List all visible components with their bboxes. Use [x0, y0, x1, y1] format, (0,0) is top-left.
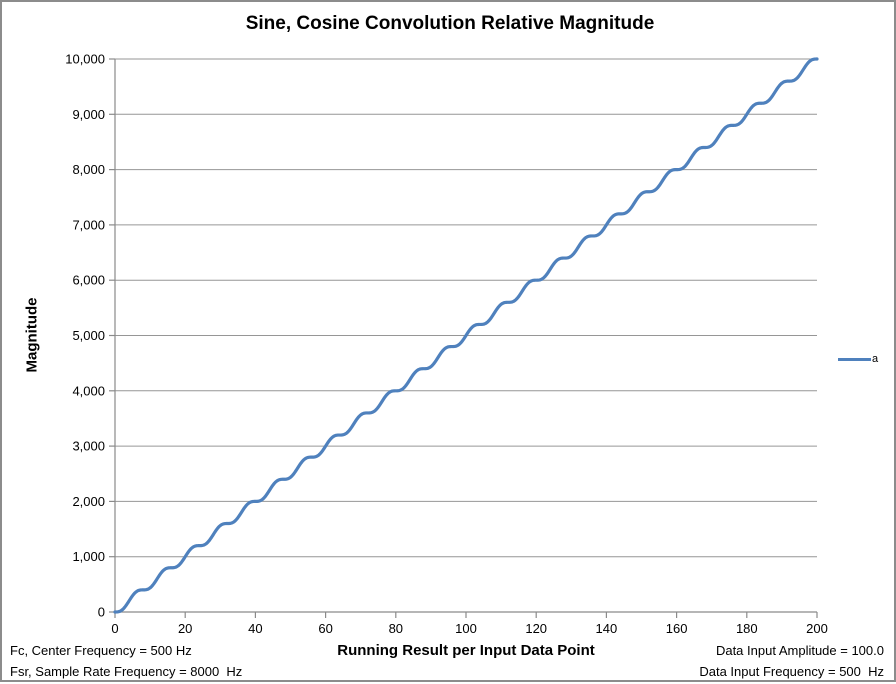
x-tick-label: 0: [111, 621, 118, 636]
chart-title: Sine, Cosine Convolution Relative Magnit…: [245, 13, 655, 34]
y-tick-label: 6,000: [72, 273, 105, 288]
x-tick-label: 100: [455, 621, 477, 636]
annotation-data-input-frequency: Data Input Frequency = 500 Hz: [699, 664, 884, 679]
y-tick-label: 2,000: [72, 494, 105, 509]
x-tick-label: 60: [318, 621, 332, 636]
y-tick-label: 8,000: [72, 162, 105, 177]
legend: a: [838, 352, 878, 366]
x-tick-label: 20: [178, 621, 192, 636]
y-tick-label: 3,000: [72, 439, 105, 454]
x-axis-title: Running Result per Input Data Point: [337, 642, 595, 659]
x-tick-label: 40: [248, 621, 262, 636]
legend-line-swatch: [838, 357, 871, 361]
y-tick-label: 10,000: [65, 52, 105, 67]
x-tick-label: 160: [666, 621, 688, 636]
y-tick-label: 9,000: [72, 107, 105, 122]
annotation-bottom-right: Data Input Amplitude = 100.0 Data Input …: [699, 640, 884, 682]
x-tick-label: 120: [525, 621, 547, 636]
series-line-a: [113, 57, 819, 614]
x-tick-label: 140: [596, 621, 618, 636]
x-tick-label: 200: [806, 621, 828, 636]
y-tick-label: 7,000: [72, 217, 105, 232]
x-tick-label: 80: [389, 621, 403, 636]
legend-label: a: [872, 353, 879, 365]
annotation-center-frequency: Fc, Center Frequency = 500 Hz: [10, 643, 192, 658]
y-tick-label: 1,000: [72, 549, 105, 564]
y-tick-label: 4,000: [72, 383, 105, 398]
x-tick-label: 180: [736, 621, 758, 636]
annotation-sample-rate-frequency: Fsr, Sample Rate Frequency = 8000 Hz: [10, 664, 243, 679]
annotation-bottom-left: Fc, Center Frequency = 500 Hz Fsr, Sampl…: [10, 640, 242, 682]
y-tick-label: 0: [98, 605, 105, 620]
y-tick-label: 5,000: [72, 328, 105, 343]
y-axis-title: Magnitude: [23, 297, 41, 373]
annotation-data-input-amplitude: Data Input Amplitude = 100.0: [715, 643, 884, 658]
